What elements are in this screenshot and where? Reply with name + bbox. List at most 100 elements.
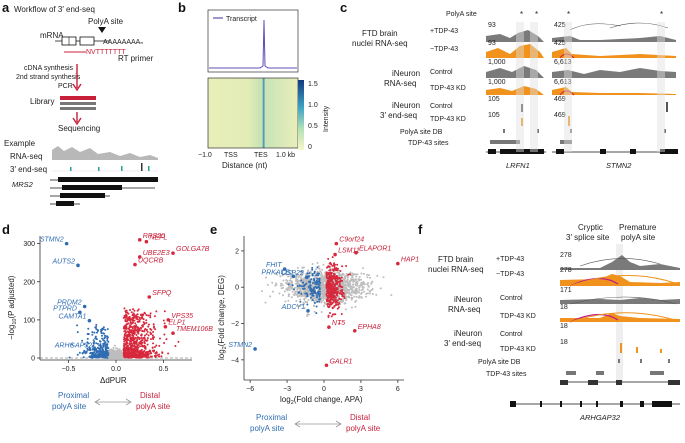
point-distal	[132, 325, 135, 328]
point-proximal	[98, 347, 101, 350]
library-label: Library	[30, 97, 54, 106]
labeled-point	[352, 328, 357, 333]
point-proximal	[300, 279, 303, 282]
point-distal	[140, 313, 143, 316]
point-distal	[123, 345, 126, 348]
point-ns	[302, 291, 305, 294]
panel-a: a Workflow of 3′ end-seq PolyA site mRNA…	[2, 0, 158, 206]
point-distal	[137, 308, 140, 311]
point-distal	[329, 261, 332, 264]
point-distal	[132, 356, 135, 359]
point-distal	[147, 334, 150, 337]
point-ns	[302, 301, 305, 304]
point-ns	[285, 281, 288, 284]
point-ns	[321, 295, 324, 298]
point-distal	[152, 330, 155, 333]
point-proximal	[311, 272, 314, 275]
point-proximal	[300, 292, 303, 295]
lrfn1-scale-3: 1,000	[488, 59, 506, 66]
d-ticks: −0.5 0.0 0.5 0 100 200 300	[23, 241, 168, 373]
point-proximal	[313, 302, 316, 305]
e-direction-arrow-icon	[294, 420, 342, 428]
point-ns	[311, 263, 314, 266]
e-distal-site: polyA site	[346, 424, 381, 433]
point-proximal	[90, 355, 93, 358]
point-ns	[360, 291, 363, 294]
point-proximal	[311, 292, 314, 295]
gene-label: LSM11	[338, 248, 360, 255]
point-proximal	[306, 293, 309, 296]
point-distal	[144, 312, 147, 315]
point-ns	[320, 300, 323, 303]
panel-f: f Cryptic 3′ splice site Premature polyA…	[418, 222, 680, 422]
point-distal	[145, 328, 148, 331]
gene-label: AUTS2	[51, 258, 75, 265]
point-distal	[139, 341, 142, 344]
labeled-point	[137, 255, 142, 259]
point-ns	[314, 268, 317, 271]
stmn2-scale-2: 425	[554, 40, 566, 47]
point-distal	[129, 336, 132, 339]
point-distal	[334, 299, 337, 302]
point-distal	[337, 290, 340, 293]
point-ns	[275, 273, 278, 276]
point-proximal	[316, 272, 319, 275]
point-distal	[330, 285, 333, 288]
point-ns	[350, 285, 353, 288]
point-proximal	[76, 353, 79, 356]
point-distal	[140, 316, 143, 319]
f-group1-line1: FTD brain	[438, 255, 474, 264]
point-ns	[367, 285, 370, 288]
gene-label: RPS20	[143, 233, 165, 240]
point-distal	[149, 312, 152, 315]
point-proximal	[94, 354, 97, 357]
f-row-minus: −TDP-43	[496, 271, 524, 278]
point-distal	[143, 330, 146, 333]
point-distal	[330, 293, 333, 296]
point-distal	[151, 349, 154, 352]
point-ns	[344, 281, 347, 284]
point-ns	[352, 283, 355, 286]
point-ns	[382, 276, 385, 279]
point-ns	[359, 283, 362, 286]
point-distal	[132, 308, 135, 311]
point-distal	[134, 350, 137, 353]
e-distal: Distal	[350, 413, 370, 422]
point-distal	[325, 299, 328, 302]
e-xlabel: log2(Fold change, APA)	[280, 395, 363, 406]
gene-label: HAP1	[401, 257, 419, 264]
point-distal	[336, 267, 339, 270]
point-ns	[288, 279, 291, 282]
stmn2-scale-4: 6,613	[554, 79, 572, 86]
point-distal	[331, 256, 334, 259]
point-proximal	[96, 331, 99, 334]
point-ns	[355, 299, 358, 302]
point-ns	[320, 292, 323, 295]
point-distal	[340, 312, 343, 315]
point-distal	[145, 319, 148, 322]
y-tick-label: −4	[231, 357, 239, 364]
point-ns	[302, 266, 305, 269]
point-distal	[140, 348, 143, 351]
point-ns	[363, 290, 366, 293]
point-distal	[129, 339, 132, 342]
point-distal	[139, 353, 142, 356]
point-ns	[305, 280, 308, 283]
step-pcr: PCR	[58, 83, 73, 90]
point-ns	[371, 292, 374, 295]
point-distal	[163, 333, 166, 336]
point-distal	[329, 299, 332, 302]
point-ns	[303, 306, 306, 309]
point-distal	[177, 340, 180, 343]
c-gene-right: STMN2	[606, 161, 632, 170]
labeled-point	[147, 295, 152, 299]
d-xlabel: ΔdPUR	[100, 376, 127, 385]
point-ns	[281, 274, 284, 277]
point-proximal	[318, 295, 321, 298]
e-proximal-site: polyA site	[250, 424, 285, 433]
point-proximal	[95, 323, 98, 326]
point-distal	[341, 295, 344, 298]
point-distal	[150, 338, 153, 341]
point-distal	[145, 333, 148, 336]
point-proximal	[106, 335, 109, 338]
